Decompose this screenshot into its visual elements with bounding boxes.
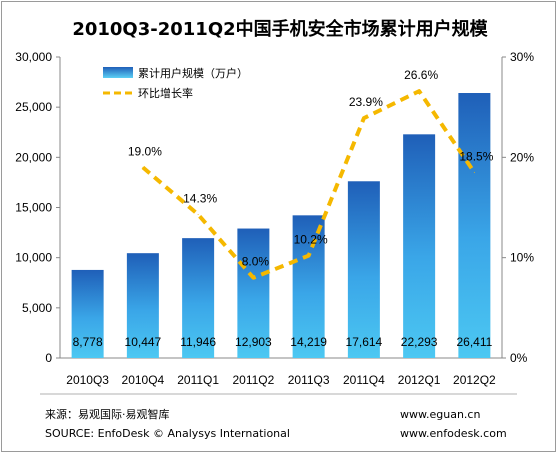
legend-swatch-bars [103, 67, 133, 78]
bar-value-label: 10,447 [125, 335, 162, 349]
y-left-tick-label: 10,000 [15, 251, 52, 265]
bar-value-label: 12,903 [235, 335, 272, 349]
legend-label-line: 环比增长率 [138, 86, 193, 100]
growth-value-label: 23.9% [349, 95, 383, 109]
growth-value-label: 14.3% [183, 192, 217, 206]
bar [292, 215, 325, 358]
bar [347, 181, 380, 358]
y-left-tick-label: 25,000 [15, 100, 52, 114]
bar [71, 269, 104, 358]
growth-point [473, 171, 475, 173]
growth-value-label: 8.0% [242, 255, 270, 269]
x-tick-label: 2012Q2 [453, 373, 496, 387]
legend: 累计用户规模（万户） 环比增长率 [103, 66, 248, 100]
growth-point [308, 255, 310, 257]
data-labels-group: 8,778 10,447 11,946 12,903 14,219 17,614 22,29… [73, 68, 494, 349]
x-tick-label: 2011Q1 [177, 373, 219, 387]
y-right-tick-label: 0% [510, 351, 528, 365]
growth-point [142, 166, 144, 168]
url-eguan: www.eguan.cn [400, 408, 480, 421]
bar-value-label: 22,293 [401, 335, 438, 349]
y-right-tick-label: 10% [510, 251, 534, 265]
growth-value-label: 19.0% [128, 144, 162, 158]
url-enfodesk: www.enfodesk.com [400, 427, 507, 440]
y-left-tick-label: 20,000 [15, 150, 52, 164]
bar-value-label: 11,946 [180, 335, 216, 349]
y-left-tick-label: 5,000 [22, 301, 52, 315]
y-left-tick-label: 0 [45, 351, 52, 365]
footer: 来源：易观国际·易观智库 SOURCE: EnfoDesk © Analysys… [40, 393, 517, 440]
bar [182, 238, 215, 358]
y-right-tick-label: 30% [510, 50, 534, 64]
growth-line-group [141, 89, 477, 280]
growth-point [252, 277, 254, 279]
y-right-tick-label: 20% [510, 150, 534, 164]
bar [126, 253, 159, 358]
bar [403, 134, 436, 358]
x-tick-label: 2011Q4 [343, 373, 385, 387]
growth-value-label: 10.2% [294, 233, 328, 247]
growth-point [197, 214, 199, 216]
bar-value-label: 17,614 [346, 335, 383, 349]
legend-label-bars: 累计用户规模（万户） [138, 66, 248, 80]
bar [458, 93, 491, 358]
bar-value-label: 8,778 [73, 335, 103, 349]
chart-title: 2010Q3-2011Q2中国手机安全市场累计用户规模 [72, 18, 488, 40]
bar [237, 228, 270, 358]
growth-value-label: 26.6% [404, 68, 438, 82]
x-tick-label: 2011Q2 [232, 373, 274, 387]
y-left-tick-label: 30,000 [15, 50, 52, 64]
growth-point [418, 90, 420, 92]
x-tick-label: 2011Q3 [288, 373, 330, 387]
growth-point [363, 117, 365, 119]
axes: 0 5,000 10,000 15,000 20,000 25,000 30,000 0% 10… [15, 50, 534, 387]
growth-value-label: 18.5% [459, 149, 493, 163]
bar-value-label: 26,411 [456, 335, 492, 349]
bar-value-label: 14,219 [290, 335, 327, 349]
source-en: SOURCE: EnfoDesk © Analysys Internationa… [45, 427, 290, 440]
bars-group [71, 93, 491, 358]
x-tick-label: 2010Q3 [66, 373, 109, 387]
x-tick-label: 2012Q1 [398, 373, 441, 387]
source-cn: 来源：易观国际·易观智库 [45, 407, 170, 421]
y-left-tick-label: 15,000 [15, 201, 52, 215]
x-tick-label: 2010Q4 [122, 373, 165, 387]
